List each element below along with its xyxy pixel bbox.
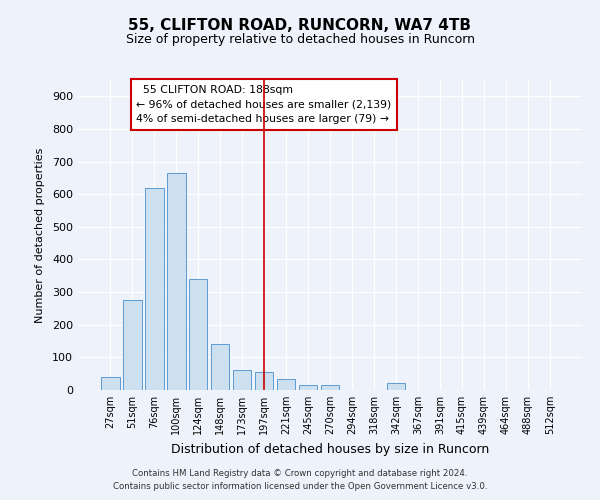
Bar <box>255 372 274 390</box>
Text: 55 CLIFTON ROAD: 188sqm
← 96% of detached houses are smaller (2,139)
4% of semi-: 55 CLIFTON ROAD: 188sqm ← 96% of detache… <box>136 84 391 124</box>
Text: Contains public sector information licensed under the Open Government Licence v3: Contains public sector information licen… <box>113 482 487 491</box>
Bar <box>386 384 405 390</box>
Bar <box>145 188 164 390</box>
X-axis label: Distribution of detached houses by size in Runcorn: Distribution of detached houses by size … <box>171 442 489 456</box>
Bar <box>123 300 142 390</box>
Text: Contains HM Land Registry data © Crown copyright and database right 2024.: Contains HM Land Registry data © Crown c… <box>132 468 468 477</box>
Text: Size of property relative to detached houses in Runcorn: Size of property relative to detached ho… <box>125 32 475 46</box>
Bar <box>189 279 208 390</box>
Bar <box>299 385 317 390</box>
Bar <box>277 378 295 390</box>
Bar <box>211 344 229 390</box>
Bar <box>167 173 185 390</box>
Y-axis label: Number of detached properties: Number of detached properties <box>35 148 45 322</box>
Text: 55, CLIFTON ROAD, RUNCORN, WA7 4TB: 55, CLIFTON ROAD, RUNCORN, WA7 4TB <box>128 18 472 32</box>
Bar <box>320 385 340 390</box>
Bar <box>233 370 251 390</box>
Bar <box>101 377 119 390</box>
